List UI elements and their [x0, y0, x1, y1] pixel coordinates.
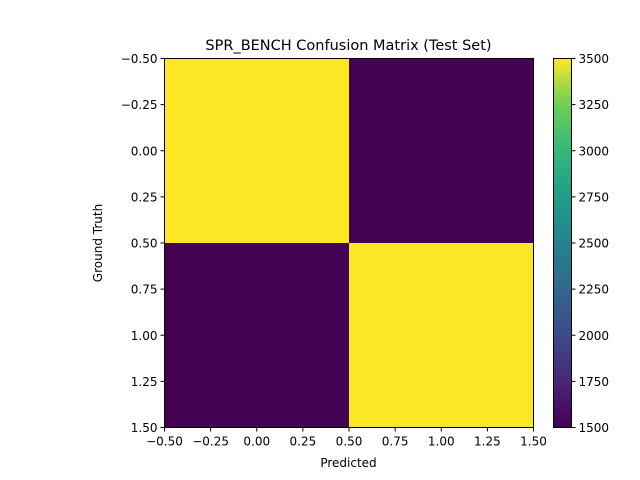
y-tick-label: 0.25: [131, 190, 158, 204]
chart-title: SPR_BENCH Confusion Matrix (Test Set): [205, 38, 491, 54]
y-tick-label: 0.00: [131, 144, 158, 158]
y-axis-ticks: −0.50 −0.25 0.00 0.25 0.50 0.75 1.00 1.25 1.50: [121, 52, 165, 435]
heatmap-cell-0-1: [349, 58, 534, 243]
y-axis-label: Ground Truth: [91, 204, 105, 282]
colorbar-tick-label: 3250: [579, 98, 610, 112]
y-tick-label: 0.50: [131, 237, 158, 251]
heatmap-cell-0-0: [164, 58, 349, 243]
x-tick-label: 0.25: [290, 435, 317, 449]
x-tick-label: 1.25: [474, 435, 501, 449]
y-tick-label: 1.50: [131, 421, 158, 435]
colorbar: [553, 58, 572, 428]
colorbar-tick-label: 1750: [579, 375, 610, 389]
colorbar-tick-label: 2500: [579, 237, 610, 251]
colorbar-tick-label: 2000: [579, 329, 610, 343]
colorbar-tick-label: 2750: [579, 190, 610, 204]
colorbar-ticks: 1500 1750 2000 2250 2500 2750 3000 3250 3500: [571, 52, 610, 435]
heatmap-cells: [164, 58, 534, 428]
x-tick-label: 0.00: [243, 435, 270, 449]
y-tick-label: −0.50: [121, 52, 158, 66]
x-tick-label: 1.00: [428, 435, 455, 449]
x-tick-label: −0.25: [192, 435, 229, 449]
x-tick-label: 1.50: [520, 435, 547, 449]
colorbar-tick-label: 1500: [579, 421, 610, 435]
heatmap-cell-1-0: [164, 243, 349, 428]
colorbar-tick-label: 3500: [579, 52, 610, 66]
heatmap-cell-1-1: [349, 243, 534, 428]
y-tick-label: −0.25: [121, 98, 158, 112]
colorbar-tick-label: 3000: [579, 144, 610, 158]
x-tick-label: −0.50: [146, 435, 183, 449]
x-axis-label: Predicted: [320, 456, 376, 470]
y-tick-label: 1.25: [131, 375, 158, 389]
x-axis-ticks: −0.50 −0.25 0.00 0.25 0.50 0.75 1.00 1.25 1.50: [146, 427, 547, 449]
colorbar-tick-label: 2250: [579, 283, 610, 297]
x-tick-label: 0.75: [382, 435, 409, 449]
x-tick-label: 0.50: [336, 435, 363, 449]
y-tick-label: 1.00: [131, 329, 158, 343]
y-tick-label: 0.75: [131, 283, 158, 297]
